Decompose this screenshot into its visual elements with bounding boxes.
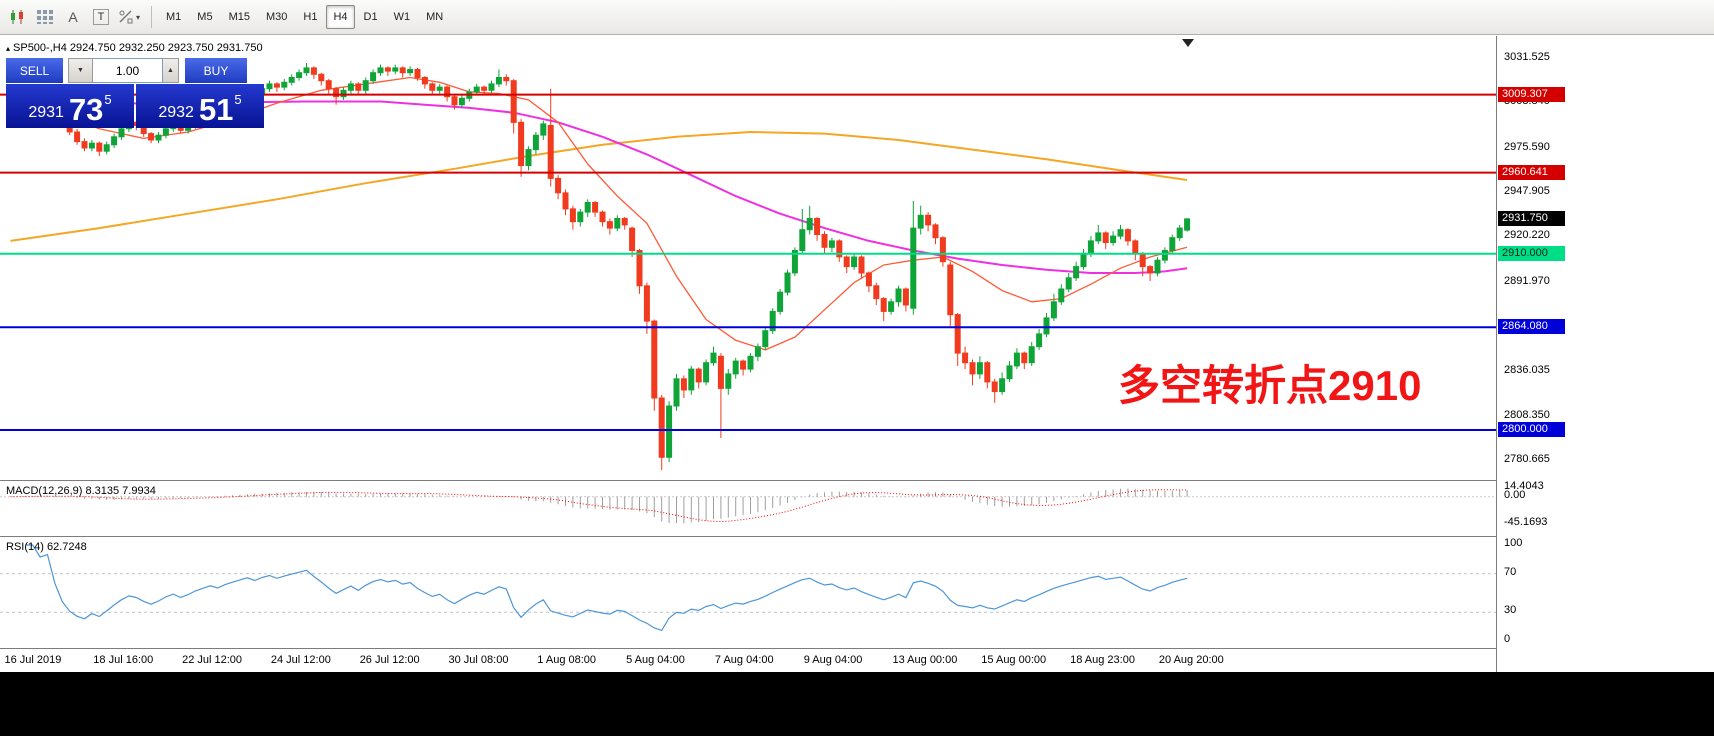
price-axis-label: 2808.350 — [1504, 408, 1550, 421]
toolbar-separator — [151, 6, 152, 28]
draw-tools-icon[interactable]: ▾ — [116, 5, 142, 29]
time-axis-label: 13 Aug 00:00 — [892, 654, 958, 666]
price-axis[interactable]: 3031.5253003.8402975.5902947.9052920.220… — [1496, 36, 1714, 672]
time-axis-label: 20 Aug 20:00 — [1158, 654, 1224, 666]
ask-price-big: 51 — [198, 91, 234, 127]
text-cursor-icon[interactable]: T — [88, 5, 114, 29]
ma-medium-magenta — [10, 100, 1188, 274]
rsi-axis-label: 70 — [1504, 565, 1517, 578]
bid-price-panel[interactable]: 2931 73 5 — [6, 84, 134, 128]
symbol-info: ▴ SP500-,H4 2924.750 2932.250 2923.750 29… — [6, 42, 263, 54]
price-axis-label: 2891.970 — [1504, 274, 1550, 287]
symbol-ohlc-text: SP500-,H4 2924.750 2932.250 2923.750 293… — [13, 42, 263, 54]
ask-price-sup: 5 — [234, 92, 242, 107]
candlestick-chart-icon[interactable] — [4, 5, 30, 29]
moving-averages-layer — [10, 76, 1188, 351]
price-level-badge: 2864.080 — [1498, 319, 1565, 335]
rsi-indicator-panel[interactable] — [0, 537, 1496, 648]
timeframe-button-mn[interactable]: MN — [426, 11, 444, 23]
bid-price-main: 2931 — [28, 104, 64, 121]
buy-button[interactable]: BUY — [185, 58, 247, 83]
timeframe-button-d1[interactable]: D1 — [363, 11, 378, 23]
macd-axis-label: 0.00 — [1504, 488, 1526, 501]
time-axis-label: 22 Jul 12:00 — [182, 654, 243, 666]
price-axis-label: 2836.035 — [1504, 364, 1550, 377]
price-level-badge: 2960.641 — [1498, 164, 1565, 180]
timeframe-button-m30[interactable]: M30 — [265, 11, 288, 23]
timeframe-button-w1[interactable]: W1 — [393, 11, 411, 23]
time-axis-label: 18 Aug 23:00 — [1070, 654, 1135, 666]
time-axis-label: 7 Aug 04:00 — [714, 654, 774, 666]
timeframe-button-group: M1 M5 M15 M30 H1 H4 D1 W1 MN — [159, 5, 452, 29]
chart-text-annotation: 多空转折点2910 — [1118, 362, 1422, 409]
ask-price-main: 2932 — [158, 104, 194, 121]
ma-slow-orange — [10, 131, 1188, 242]
sell-button[interactable]: SELL — [6, 58, 63, 83]
time-axis-label: 24 Jul 12:00 — [270, 654, 331, 666]
price-axis-label: 2920.220 — [1504, 229, 1550, 242]
time-axis-label: 5 Aug 04:00 — [626, 654, 685, 666]
panel-separator — [0, 536, 1714, 537]
time-axis-label: 9 Aug 04:00 — [803, 654, 863, 666]
main-candlestick-chart[interactable] — [0, 36, 1496, 480]
chevron-down-icon: ▼ — [77, 67, 84, 74]
price-axis-label: 3031.525 — [1504, 51, 1550, 63]
time-axis[interactable]: 16 Jul 2019 18 Jul 16:00 22 Jul 12:00 24 Ju… — [0, 649, 1496, 672]
ask-price-panel[interactable]: 2932 51 5 — [136, 84, 264, 128]
volume-input[interactable] — [93, 58, 163, 83]
bid-price-big: 73 — [68, 91, 104, 127]
timeframe-button-m1[interactable]: M1 — [166, 11, 182, 23]
timeframe-button-m15[interactable]: M15 — [228, 11, 250, 23]
macd-axis-label: 14.4043 — [1504, 480, 1544, 492]
macd-indicator-panel[interactable] — [0, 481, 1496, 536]
candles-layer — [7, 63, 1191, 471]
timeframe-button-h4[interactable]: H4 — [326, 5, 355, 29]
panel-separator — [0, 648, 1714, 649]
toolbar-icon-group: A T ▾ — [4, 5, 144, 29]
symbol-marker-icon: ▴ — [6, 44, 11, 53]
panel-separator — [0, 480, 1714, 481]
rsi-axis-label: 0 — [1504, 633, 1511, 645]
shift-marker-icon — [1182, 39, 1194, 47]
macd-signal-line — [10, 489, 1188, 523]
price-axis-label: 2975.590 — [1504, 140, 1550, 153]
ma-fast-red — [10, 76, 1188, 351]
price-axis-label: 2780.665 — [1504, 453, 1550, 466]
bar-chart-icon[interactable] — [32, 5, 58, 29]
rsi-line — [25, 544, 1188, 632]
time-axis-label: 1 Aug 08:00 — [537, 654, 597, 666]
price-axis-label: 2947.905 — [1504, 185, 1550, 197]
macd-label: MACD(12,26,9) 8.3135 7.9934 — [6, 485, 156, 497]
one-click-trade-panel: SELL ▼ ▲ BUY 2931 73 5 2932 51 5 — [6, 58, 264, 128]
bottom-black-bar — [0, 672, 1714, 736]
volume-up-button[interactable]: ▲ — [163, 58, 179, 83]
price-level-badge: 3009.307 — [1498, 86, 1565, 102]
text-label-icon[interactable]: A — [68, 9, 78, 25]
chevron-up-icon: ▲ — [167, 67, 174, 74]
volume-dropdown-button[interactable]: ▼ — [68, 58, 93, 83]
time-axis-label: 18 Jul 16:00 — [93, 654, 154, 666]
time-axis-label: 16 Jul 2019 — [4, 654, 62, 666]
macd-axis-label: -45.1693 — [1504, 515, 1548, 528]
macd-histogram — [17, 488, 1188, 524]
rsi-axis-label: 30 — [1504, 604, 1517, 617]
price-level-badge: 2800.000 — [1498, 422, 1565, 438]
bid-price-sup: 5 — [104, 92, 112, 107]
toolbar: A T ▾ M1 M5 M15 M30 H1 H4 D1 W1 MN — [0, 0, 1714, 35]
time-axis-label: 15 Aug 00:00 — [981, 654, 1047, 666]
timeframe-button-h1[interactable]: H1 — [303, 11, 318, 23]
chevron-down-icon: ▾ — [135, 12, 140, 22]
time-axis-label: 30 Jul 08:00 — [448, 654, 509, 666]
current-price-badge: 2931.750 — [1498, 210, 1565, 226]
rsi-label: RSI(14) 62.7248 — [6, 541, 87, 553]
timeframe-button-m5[interactable]: M5 — [197, 11, 213, 23]
time-axis-label: 26 Jul 12:00 — [359, 654, 420, 666]
price-level-badge: 2910.000 — [1498, 245, 1565, 261]
rsi-axis-label: 100 — [1504, 537, 1523, 549]
